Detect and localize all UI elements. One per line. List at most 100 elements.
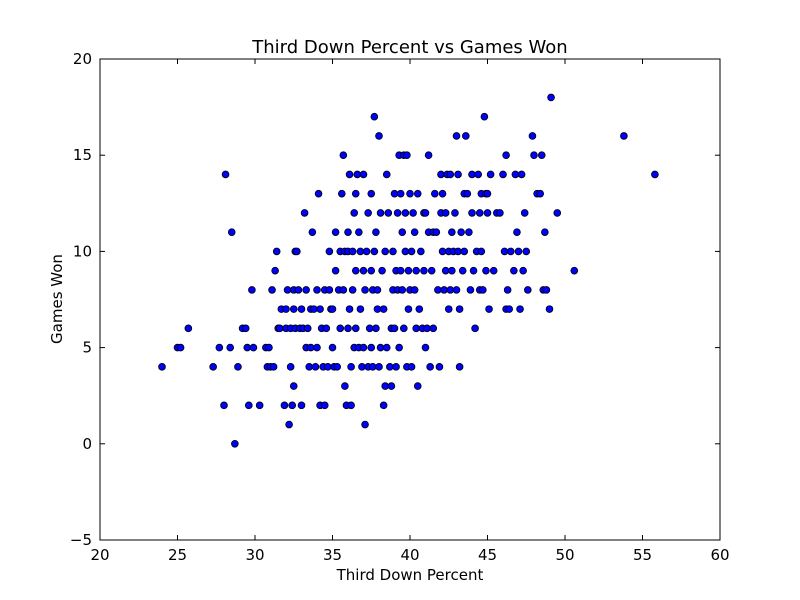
data-point — [310, 305, 318, 313]
data-point — [541, 228, 549, 236]
data-point — [271, 266, 279, 275]
data-point — [158, 363, 166, 371]
data-point — [475, 209, 484, 217]
data-point — [220, 401, 228, 410]
data-point — [432, 228, 441, 236]
data-point — [620, 132, 628, 140]
data-point — [469, 266, 478, 275]
y-tick-label: 10 — [73, 242, 92, 260]
data-point — [500, 247, 509, 256]
data-point — [337, 189, 346, 198]
data-point — [303, 324, 312, 333]
x-axis-label: Third Down Percent — [336, 566, 484, 584]
data-point — [528, 132, 537, 140]
data-point — [446, 286, 455, 294]
data-point — [483, 189, 492, 198]
data-point — [458, 266, 467, 275]
data-point — [289, 382, 298, 390]
data-point — [345, 305, 354, 313]
data-point — [389, 247, 397, 256]
data-point — [420, 266, 428, 275]
data-point — [435, 363, 444, 371]
data-point — [463, 189, 472, 198]
data-point — [396, 266, 405, 275]
data-point — [305, 363, 314, 371]
data-point — [440, 286, 448, 294]
data-point — [347, 401, 355, 410]
data-point — [437, 170, 445, 179]
data-point — [184, 324, 193, 333]
x-tick-label: 40 — [400, 546, 419, 564]
data-point — [503, 286, 512, 294]
data-point — [517, 170, 526, 179]
data-point — [382, 170, 391, 179]
data-point — [424, 151, 433, 160]
data-point — [285, 420, 293, 429]
y-tick-label: 20 — [73, 50, 92, 68]
x-axis-ticks: 20 25 30 35 40 45 50 55 60 — [90, 59, 730, 564]
data-point — [513, 228, 521, 236]
data-point — [398, 228, 407, 236]
data-point — [344, 228, 352, 236]
data-point — [454, 247, 462, 256]
data-point — [381, 382, 390, 390]
data-point — [339, 151, 348, 160]
y-tick-label: 15 — [73, 146, 92, 164]
data-point — [423, 324, 431, 333]
data-point — [370, 247, 379, 256]
data-point — [361, 420, 369, 429]
data-point — [322, 324, 331, 333]
x-tick-label: 25 — [168, 546, 187, 564]
x-tick-label: 30 — [245, 546, 264, 564]
data-point — [297, 305, 306, 313]
data-point — [226, 343, 235, 352]
data-point — [353, 170, 362, 179]
data-point — [325, 247, 334, 256]
data-point — [320, 401, 329, 410]
x-tick-label: 35 — [323, 546, 342, 564]
data-point — [430, 189, 439, 198]
data-point — [519, 266, 527, 275]
data-point — [243, 343, 252, 352]
data-point — [412, 324, 421, 333]
plot-frame — [99, 58, 721, 541]
data-point — [387, 382, 396, 390]
data-point — [471, 324, 479, 333]
data-point — [398, 286, 407, 294]
data-point — [347, 363, 355, 371]
data-point — [455, 305, 464, 313]
data-point — [336, 324, 345, 333]
data-point — [364, 209, 372, 217]
data-point — [231, 439, 239, 448]
data-point — [331, 228, 340, 236]
data-point — [483, 209, 492, 217]
data-point — [215, 343, 224, 352]
data-point — [272, 247, 281, 256]
plot-area: 20 25 30 35 40 45 50 55 60 −5 0 5 10 15 20 — [70, 50, 730, 564]
data-point — [348, 286, 357, 294]
data-point — [451, 209, 459, 217]
data-point — [482, 266, 490, 275]
data-point — [376, 209, 385, 217]
y-tick-label: −5 — [70, 531, 92, 549]
data-point — [413, 189, 422, 198]
data-point — [477, 247, 486, 256]
data-point — [441, 209, 450, 217]
data-points — [158, 93, 659, 448]
x-tick-label: 60 — [710, 546, 729, 564]
data-point — [396, 189, 405, 198]
x-tick-label: 55 — [633, 546, 652, 564]
data-point — [403, 151, 411, 160]
data-point — [417, 247, 425, 256]
data-point — [455, 363, 464, 371]
data-point — [404, 305, 413, 313]
data-point — [313, 343, 321, 352]
data-point — [381, 247, 390, 256]
data-point — [368, 363, 377, 371]
data-point — [373, 286, 382, 294]
data-point — [308, 228, 317, 236]
data-point — [367, 266, 376, 275]
data-point — [505, 305, 514, 313]
data-point — [361, 286, 369, 294]
data-point — [386, 363, 394, 371]
